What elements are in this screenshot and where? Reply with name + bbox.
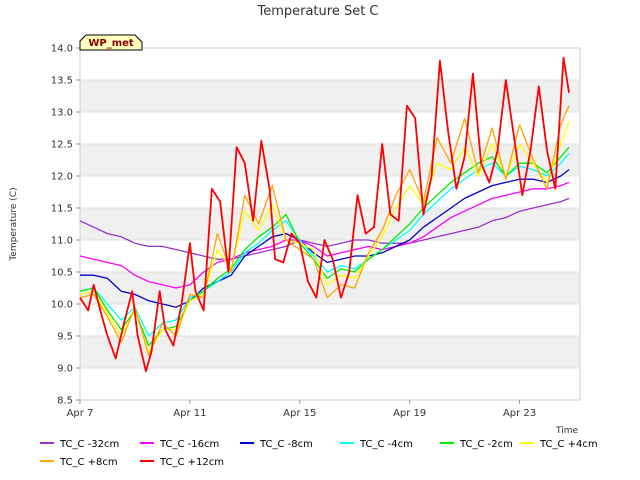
x-tick-label: Apr 23: [503, 408, 536, 419]
series-line-tc-c--16cm: [79, 181, 570, 289]
legend-label: TC_C -4cm: [359, 439, 413, 450]
grid-band: [80, 144, 580, 176]
legend-label: TC_C +4cm: [539, 439, 598, 450]
y-axis-title: Temperature (C): [9, 187, 19, 261]
series-line-tc-c-+4cm: [79, 121, 570, 353]
y-axis: 8.5 9.0 9.5 10.0 10.5 11.0 11.5 12.0 12.5 13.0 13.…: [51, 44, 80, 407]
y-tick-label: 10.0: [51, 300, 73, 311]
y-tick-label: 13.0: [51, 108, 73, 119]
wp-met-badge: WP_met: [79, 34, 143, 51]
y-tick-label: 14.0: [51, 44, 73, 55]
x-axis-title: Time: [555, 426, 578, 436]
legend-label: TC_C -16cm: [159, 439, 219, 450]
y-tick-label: 11.0: [51, 236, 73, 247]
grid-band: [80, 272, 580, 304]
legend-label: TC_C +8cm: [59, 457, 118, 468]
series-line-tc-c-+12cm: [79, 56, 570, 373]
x-tick-label: Apr 19: [393, 408, 426, 419]
legend-label: TC_C -2cm: [459, 439, 513, 450]
y-tick-label: 9.5: [57, 332, 73, 343]
series-lines: [79, 56, 570, 373]
y-tick-label: 13.5: [51, 76, 73, 87]
x-tick-label: Apr 11: [173, 408, 206, 419]
grid-band: [80, 336, 580, 368]
y-tick-label: 11.5: [51, 204, 73, 215]
badge-label: WP_met: [88, 38, 134, 49]
x-tick-label: Apr 15: [283, 408, 316, 419]
legend-label: TC_C -8cm: [259, 439, 313, 450]
y-tick-label: 8.5: [57, 396, 73, 407]
x-tick-label: Apr 7: [67, 408, 94, 419]
legend-label: TC_C -32cm: [59, 439, 119, 450]
grid-band: [80, 208, 580, 240]
y-tick-label: 10.5: [51, 268, 73, 279]
grid-band: [80, 80, 580, 112]
legend: TC_C -32cm TC_C -16cm TC_C -8cm TC_C -4cm TC…: [40, 439, 598, 468]
chart-title: Temperature Set C: [256, 4, 378, 19]
y-tick-label: 12.5: [51, 140, 73, 151]
grid-bands: [80, 47, 580, 401]
series-line-tc-c-+8cm: [79, 105, 570, 356]
y-tick-label: 9.0: [57, 364, 73, 375]
y-tick-label: 12.0: [51, 172, 73, 183]
legend-label: TC_C +12cm: [159, 457, 224, 468]
plot-area: [79, 47, 581, 401]
x-axis: Apr 7 Apr 11 Apr 15 Apr 19 Apr 23: [67, 400, 536, 419]
